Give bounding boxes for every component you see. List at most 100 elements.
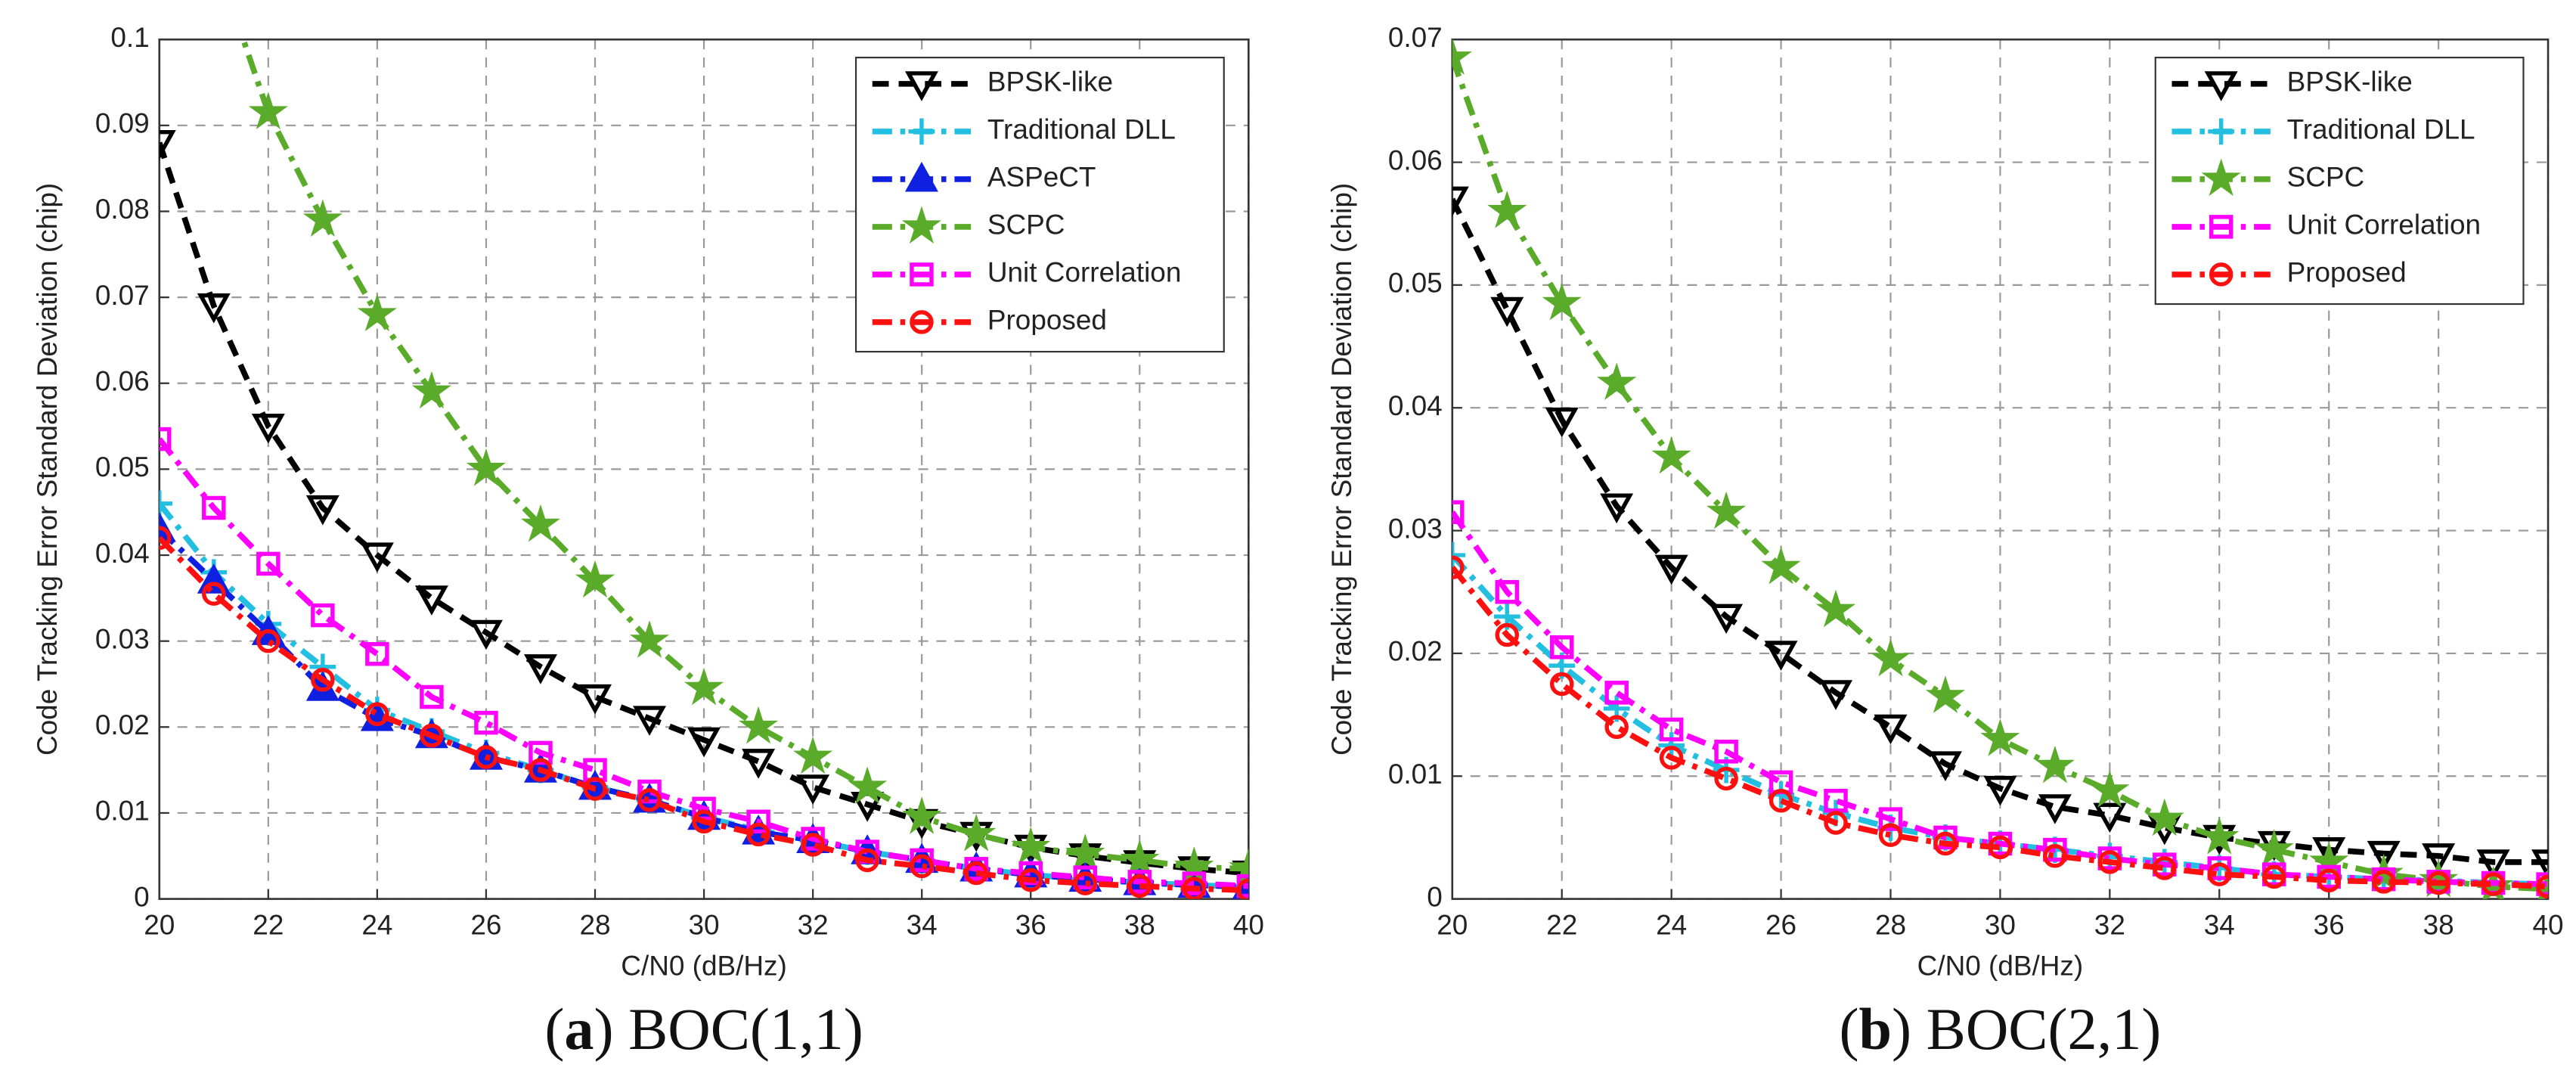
marker (956, 813, 997, 852)
x-tick-label: 28 (1875, 909, 1906, 940)
marker (633, 706, 667, 736)
series-line (1452, 565, 2549, 890)
marker (1487, 191, 1527, 228)
marker (2317, 868, 2341, 892)
marker (2481, 872, 2506, 896)
marker (2312, 837, 2346, 867)
y-tick-label: 0.03 (95, 623, 150, 654)
marker (910, 854, 934, 879)
marker (1182, 877, 1207, 899)
marker (742, 749, 776, 779)
y-tick-label: 0.09 (95, 108, 150, 139)
marker (302, 199, 343, 237)
x-tick-label: 24 (361, 909, 392, 940)
marker (1714, 766, 1738, 791)
legend-marker (910, 310, 934, 334)
legend-box (854, 57, 1225, 353)
marker (2043, 844, 2067, 868)
y-tick-label: 0.03 (1388, 513, 1443, 544)
y-tick-label: 0.04 (1388, 390, 1443, 421)
legend-marker (904, 71, 938, 101)
legend-label: SCPC (987, 209, 1065, 240)
x-tick-label: 26 (1765, 909, 1796, 940)
x-tick-label: 24 (1656, 909, 1687, 940)
x-tick-label: 38 (2423, 909, 2454, 940)
marker (1495, 622, 1520, 647)
marker (1651, 436, 1691, 474)
marker (2153, 856, 2177, 880)
marker (420, 723, 444, 748)
legend-marker (910, 262, 934, 287)
marker (2035, 745, 2075, 784)
y-axis-label: Code Tracking Error Standard Deviation (… (32, 183, 63, 756)
marker (1073, 871, 1098, 895)
marker (629, 620, 670, 658)
marker (2090, 770, 2130, 808)
marker (2371, 870, 2396, 894)
marker (2531, 849, 2549, 880)
caption-part: b (1859, 996, 1892, 1062)
marker (687, 727, 721, 758)
series-line (159, 437, 1249, 889)
marker (248, 92, 288, 129)
legend-marker (2209, 262, 2233, 287)
marker (1604, 681, 1629, 705)
marker (357, 293, 397, 332)
caption: (b) BOC(2,1) (1839, 996, 2161, 1062)
marker (2097, 850, 2122, 874)
marker (529, 740, 553, 765)
caption-part: a (564, 996, 594, 1062)
legend-label: Proposed (2287, 257, 2407, 288)
marker (311, 668, 335, 692)
marker (793, 736, 833, 774)
legend-label: Unit Correlation (2287, 209, 2481, 240)
marker (1815, 589, 1856, 628)
marker (2476, 849, 2510, 880)
marker (902, 796, 942, 834)
marker (365, 641, 389, 666)
marker (1768, 788, 1793, 813)
plot-frame (1451, 38, 2550, 900)
legend-label: Traditional DLL (2287, 114, 2475, 145)
marker (1120, 839, 1160, 877)
marker (2144, 798, 2184, 836)
marker (1018, 861, 1043, 886)
marker (692, 809, 716, 834)
x-tick-label: 30 (1985, 909, 2016, 940)
caption-part: ) BOC(2,1) (1892, 996, 2161, 1062)
y-tick-label: 0.05 (1388, 268, 1443, 299)
x-tick-label: 36 (2314, 909, 2345, 940)
x-tick-label: 26 (470, 909, 501, 940)
marker (801, 833, 825, 857)
legend-marker (2208, 118, 2235, 145)
marker (796, 774, 830, 805)
x-tick-label: 20 (144, 909, 175, 940)
marker (1236, 878, 1249, 899)
marker (2422, 843, 2456, 874)
x-tick-label: 32 (2094, 909, 2125, 940)
marker (855, 848, 879, 873)
marker (1018, 867, 1043, 892)
x-tick-label: 36 (1015, 909, 1046, 940)
marker (1542, 282, 1582, 321)
x-tick-label: 34 (2204, 909, 2235, 940)
legend-label: BPSK-like (987, 67, 1113, 98)
legend-marker (901, 206, 942, 244)
marker (1549, 672, 1574, 697)
marker (520, 504, 561, 542)
legend-marker (2204, 71, 2238, 101)
marker (1928, 751, 1962, 781)
marker (848, 766, 888, 805)
x-tick-label: 32 (798, 909, 829, 940)
marker (1597, 362, 1637, 400)
caption-part: ( (544, 996, 564, 1062)
marker (1452, 500, 1465, 524)
marker (2426, 870, 2450, 895)
marker (1452, 542, 1466, 569)
y-tick-label: 0.02 (1388, 636, 1443, 667)
legend-label: Unit Correlation (987, 257, 1182, 288)
y-axis-label: Code Tracking Error Standard Deviation (… (1326, 183, 1357, 756)
y-tick-label: 0.04 (95, 538, 150, 569)
marker (202, 495, 226, 520)
